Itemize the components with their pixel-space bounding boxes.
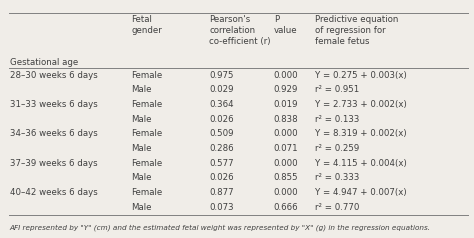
Text: r² = 0.259: r² = 0.259 <box>315 144 359 153</box>
Text: r² = 0.133: r² = 0.133 <box>315 115 360 124</box>
Text: 0.073: 0.073 <box>210 203 234 212</box>
Text: 0.975: 0.975 <box>210 70 234 79</box>
Text: r² = 0.951: r² = 0.951 <box>315 85 359 94</box>
Text: 37–39 weeks 6 days: 37–39 weeks 6 days <box>10 159 98 168</box>
Text: 40–42 weeks 6 days: 40–42 weeks 6 days <box>10 188 98 197</box>
Text: 0.000: 0.000 <box>274 159 299 168</box>
Text: Gestational age: Gestational age <box>10 58 79 67</box>
Text: Y = 2.733 + 0.002(x): Y = 2.733 + 0.002(x) <box>315 100 407 109</box>
Text: Y = 4.947 + 0.007(x): Y = 4.947 + 0.007(x) <box>315 188 407 197</box>
Text: Female: Female <box>131 188 163 197</box>
Text: r² = 0.333: r² = 0.333 <box>315 174 360 182</box>
Text: r² = 0.770: r² = 0.770 <box>315 203 360 212</box>
Text: 0.026: 0.026 <box>210 115 234 124</box>
Text: P
value: P value <box>274 15 298 35</box>
Text: 0.071: 0.071 <box>274 144 299 153</box>
Text: 0.855: 0.855 <box>274 174 299 182</box>
Text: Female: Female <box>131 129 163 138</box>
Text: Male: Male <box>131 85 152 94</box>
Text: Y = 0.275 + 0.003(x): Y = 0.275 + 0.003(x) <box>315 70 407 79</box>
Text: 0.000: 0.000 <box>274 70 299 79</box>
Text: 0.838: 0.838 <box>274 115 299 124</box>
Text: 0.577: 0.577 <box>210 159 234 168</box>
Text: 34–36 weeks 6 days: 34–36 weeks 6 days <box>10 129 98 138</box>
Text: 0.019: 0.019 <box>274 100 298 109</box>
Text: Y = 4.115 + 0.004(x): Y = 4.115 + 0.004(x) <box>315 159 407 168</box>
Text: Male: Male <box>131 115 152 124</box>
Text: Y = 8.319 + 0.002(x): Y = 8.319 + 0.002(x) <box>315 129 407 138</box>
Text: Predictive equation
of regression for
female fetus: Predictive equation of regression for fe… <box>315 15 399 46</box>
Text: 0.877: 0.877 <box>210 188 234 197</box>
Text: 0.929: 0.929 <box>274 85 298 94</box>
Text: Fetal
gender: Fetal gender <box>131 15 162 35</box>
Text: 0.029: 0.029 <box>210 85 234 94</box>
Text: 0.000: 0.000 <box>274 188 299 197</box>
Text: Pearson's
correlation
co-efficient (r): Pearson's correlation co-efficient (r) <box>210 15 271 46</box>
Text: 0.000: 0.000 <box>274 129 299 138</box>
Text: Male: Male <box>131 144 152 153</box>
Text: Male: Male <box>131 174 152 182</box>
Text: Female: Female <box>131 100 163 109</box>
Text: AFI represented by "Y" (cm) and the estimated fetal weight was represented by "X: AFI represented by "Y" (cm) and the esti… <box>9 224 430 231</box>
Text: Female: Female <box>131 159 163 168</box>
Text: 28–30 weeks 6 days: 28–30 weeks 6 days <box>10 70 98 79</box>
Text: Male: Male <box>131 203 152 212</box>
Text: Female: Female <box>131 70 163 79</box>
Text: 31–33 weeks 6 days: 31–33 weeks 6 days <box>10 100 98 109</box>
Text: 0.286: 0.286 <box>210 144 234 153</box>
Text: 0.026: 0.026 <box>210 174 234 182</box>
Text: 0.509: 0.509 <box>210 129 234 138</box>
Text: 0.666: 0.666 <box>274 203 299 212</box>
Text: 0.364: 0.364 <box>210 100 234 109</box>
